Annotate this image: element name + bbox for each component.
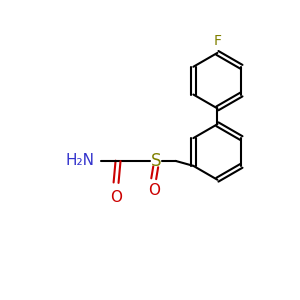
Text: O: O: [148, 183, 160, 198]
Text: F: F: [213, 34, 221, 48]
Text: H₂N: H₂N: [65, 153, 94, 168]
Text: S: S: [150, 152, 161, 170]
Text: O: O: [110, 190, 122, 205]
